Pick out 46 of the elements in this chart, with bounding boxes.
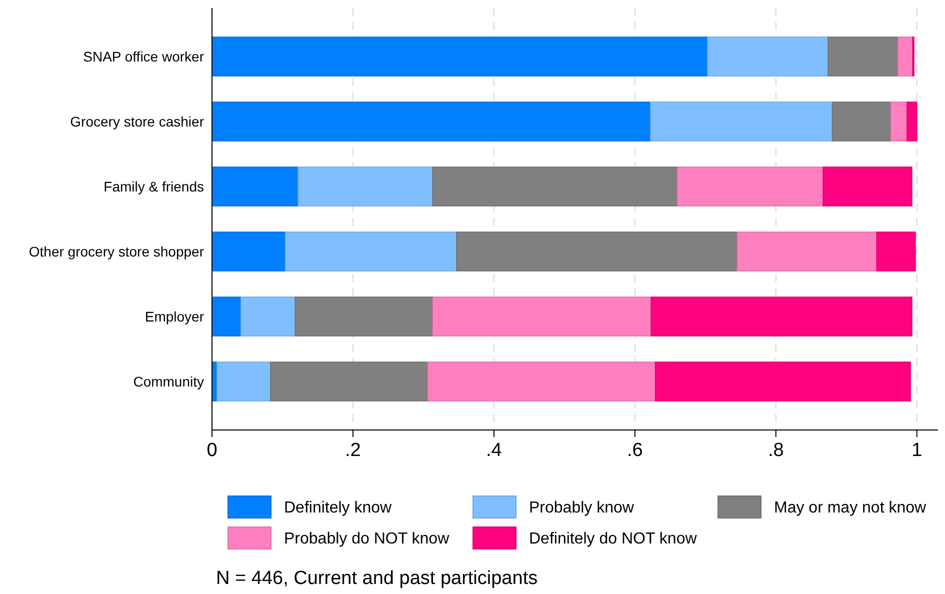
bar: [832, 102, 892, 142]
x-tick-label: .6: [626, 440, 643, 461]
x-tick-label: .2: [345, 440, 361, 461]
bar: [432, 296, 652, 336]
bar: [427, 362, 656, 402]
bar: [212, 102, 651, 142]
x-tick-label: .4: [486, 440, 502, 461]
bar: [216, 362, 271, 402]
y-tick-label: Family & friends: [104, 178, 204, 194]
bar: [212, 166, 298, 206]
bar: [822, 166, 912, 206]
bar: [707, 36, 828, 76]
legend-label: May or may not know: [774, 500, 926, 517]
bar: [294, 296, 434, 336]
legend-label: Definitely do NOT know: [529, 530, 698, 548]
y-tick-label: SNAP office worker: [83, 48, 204, 64]
bar: [270, 362, 428, 402]
bar: [736, 232, 878, 272]
y-tick-label: Grocery store cashier: [70, 113, 204, 130]
x-tick-label: 1: [912, 440, 922, 461]
bar: [906, 102, 918, 142]
legend-label: Definitely know: [284, 500, 392, 517]
y-tick-label: Employer: [144, 308, 204, 324]
legend-label: Probably do NOT know: [284, 530, 450, 548]
bar: [298, 166, 434, 206]
bar: [897, 36, 914, 76]
bar: [212, 232, 286, 272]
bar: [828, 36, 898, 76]
bar: [456, 232, 738, 272]
bar: [650, 102, 833, 142]
bar: [284, 232, 457, 272]
bar: [432, 166, 678, 206]
bar: [212, 36, 708, 76]
bar: [890, 102, 908, 142]
bar: [676, 166, 824, 206]
bar: [876, 232, 916, 272]
legend-label: Probably know: [529, 500, 634, 517]
bar: [240, 296, 296, 336]
bar: [650, 296, 912, 336]
bar: [212, 296, 242, 336]
x-tick-label: 0: [206, 440, 218, 461]
y-tick-label: Community: [133, 373, 204, 390]
bar: [654, 362, 911, 402]
y-tick-label: Other grocery store shopper: [28, 243, 204, 260]
text: N = 446, Current and past participants: [216, 568, 538, 589]
x-tick-label: .8: [768, 440, 784, 461]
